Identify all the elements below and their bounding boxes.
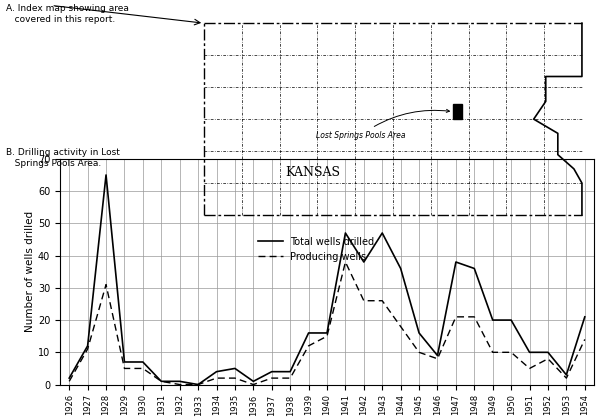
Producing wells: [526, 366, 533, 371]
Total wells drilled: [268, 369, 275, 374]
Producing wells: [305, 343, 312, 348]
Total wells drilled: [103, 173, 110, 178]
Total wells drilled: [563, 372, 570, 377]
Producing wells: [121, 366, 128, 371]
Text: A. Index map showing area
   covered in this report.: A. Index map showing area covered in thi…: [6, 4, 129, 23]
Total wells drilled: [194, 382, 202, 387]
Producing wells: [415, 350, 422, 355]
Producing wells: [471, 314, 478, 319]
Producing wells: [397, 324, 404, 329]
Total wells drilled: [305, 331, 312, 336]
Total wells drilled: [250, 379, 257, 384]
Total wells drilled: [434, 353, 441, 358]
Producing wells: [287, 376, 294, 381]
Total wells drilled: [232, 366, 239, 371]
Total wells drilled: [158, 379, 165, 384]
Legend: Total wells drilled, Producing wells: Total wells drilled, Producing wells: [254, 233, 379, 265]
Producing wells: [508, 350, 515, 355]
Total wells drilled: [213, 369, 220, 374]
Y-axis label: Number of wells drilled: Number of wells drilled: [25, 211, 35, 332]
Producing wells: [342, 260, 349, 265]
Producing wells: [434, 356, 441, 361]
Total wells drilled: [176, 379, 183, 384]
Producing wells: [213, 376, 220, 381]
Producing wells: [103, 282, 110, 287]
Bar: [454, 104, 462, 119]
Total wells drilled: [287, 369, 294, 374]
Total wells drilled: [415, 331, 422, 336]
Total wells drilled: [471, 266, 478, 271]
Producing wells: [268, 376, 275, 381]
Total wells drilled: [342, 230, 349, 235]
Producing wells: [139, 366, 146, 371]
Total wells drilled: [379, 230, 386, 235]
Producing wells: [489, 350, 496, 355]
Producing wells: [323, 334, 331, 339]
Producing wells: [232, 376, 239, 381]
Text: Lost Springs Pools Area: Lost Springs Pools Area: [316, 110, 449, 140]
Total wells drilled: [84, 343, 91, 348]
Producing wells: [194, 382, 202, 387]
Total wells drilled: [508, 318, 515, 323]
Producing wells: [544, 356, 551, 361]
Total wells drilled: [65, 376, 73, 381]
Producing wells: [158, 379, 165, 384]
Producing wells: [581, 337, 589, 342]
Text: KANSAS: KANSAS: [285, 166, 340, 179]
Text: B. Drilling activity in Lost
   Springs Pools Area.: B. Drilling activity in Lost Springs Poo…: [6, 148, 120, 168]
Total wells drilled: [452, 260, 460, 265]
Total wells drilled: [489, 318, 496, 323]
Line: Total wells drilled: Total wells drilled: [69, 175, 585, 385]
Line: Producing wells: Producing wells: [69, 262, 585, 385]
Producing wells: [176, 382, 183, 387]
Total wells drilled: [121, 359, 128, 364]
Producing wells: [250, 382, 257, 387]
Total wells drilled: [526, 350, 533, 355]
Total wells drilled: [581, 314, 589, 319]
Producing wells: [379, 298, 386, 303]
Total wells drilled: [544, 350, 551, 355]
Total wells drilled: [139, 359, 146, 364]
Producing wells: [360, 298, 367, 303]
Total wells drilled: [360, 260, 367, 265]
Producing wells: [65, 379, 73, 384]
Total wells drilled: [323, 331, 331, 336]
Producing wells: [84, 347, 91, 352]
Producing wells: [563, 376, 570, 381]
Total wells drilled: [397, 266, 404, 271]
Producing wells: [452, 314, 460, 319]
